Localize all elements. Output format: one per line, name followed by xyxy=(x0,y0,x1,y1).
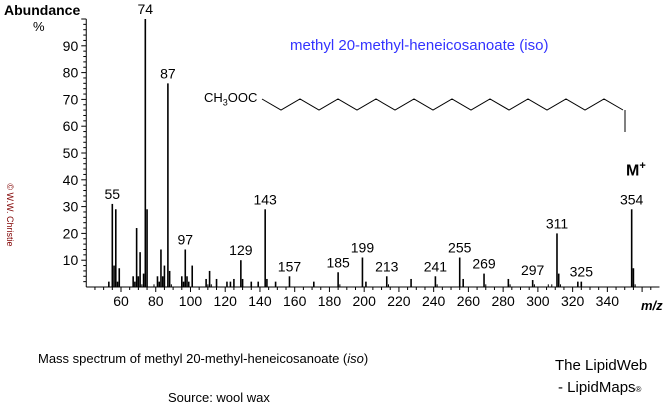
copyright-text: © W.W. Christie xyxy=(5,183,15,247)
x-tick-label: 300 xyxy=(526,293,550,309)
peak-label-143: 143 xyxy=(253,191,277,207)
peak-label-213: 213 xyxy=(375,258,399,274)
y-tick-label: 60 xyxy=(63,118,79,134)
brand-line-1: The LipidWeb xyxy=(555,357,648,374)
x-tick-label: 180 xyxy=(318,293,342,309)
y-tick-label: 80 xyxy=(63,65,79,81)
x-tick-label: 140 xyxy=(248,293,272,309)
structure-label-prefix: CH xyxy=(204,90,223,105)
x-tick-label: 240 xyxy=(422,293,446,309)
molecular-ion-m: M xyxy=(626,162,640,180)
x-tick-label: 280 xyxy=(491,293,515,309)
x-tick-label: 320 xyxy=(561,293,585,309)
caption-main: Mass spectrum of methyl 20-methyl-heneic… xyxy=(38,351,348,366)
peak-label-325: 325 xyxy=(570,264,594,280)
x-tick-label: 260 xyxy=(457,293,481,309)
peak-label-297: 297 xyxy=(521,262,545,278)
structure-label: CH3OOC xyxy=(204,90,257,108)
peak-label-185: 185 xyxy=(326,254,350,270)
molecular-ion-charge: + xyxy=(639,160,646,172)
peak-label-241: 241 xyxy=(424,258,448,274)
brand-line-2: - LipidMaps® xyxy=(558,379,641,396)
peak-label-269: 269 xyxy=(472,256,496,272)
y-tick-label: 30 xyxy=(63,199,79,215)
y-tick-label: 40 xyxy=(63,172,79,188)
structure-chain xyxy=(261,98,624,111)
y-tick-label: 10 xyxy=(63,252,79,268)
brand-registered: ® xyxy=(635,385,642,394)
x-tick-label: 60 xyxy=(113,293,129,309)
y-tick-label: 70 xyxy=(63,91,79,107)
caption: Mass spectrum of methyl 20-methyl-heneic… xyxy=(38,351,368,366)
x-tick-label: 120 xyxy=(214,293,238,309)
x-axis-label: m/z xyxy=(641,298,663,313)
caption-end: ) xyxy=(363,351,369,366)
peak-label-157: 157 xyxy=(278,258,302,274)
peak-label-255: 255 xyxy=(448,240,472,256)
peak-label-74: 74 xyxy=(138,1,154,17)
peak-label-87: 87 xyxy=(160,65,176,81)
structure-label-suffix: OOC xyxy=(227,90,258,105)
peak-label-129: 129 xyxy=(229,242,253,258)
y-tick-label: 20 xyxy=(63,225,79,241)
y-axis-label: Abundance xyxy=(4,2,81,18)
brand-lipidmaps: - LipidMaps xyxy=(558,379,636,396)
source-text: Source: wool wax xyxy=(168,390,270,405)
y-axis-unit: % xyxy=(33,19,45,34)
x-tick-label: 220 xyxy=(387,293,411,309)
y-tick-label: 50 xyxy=(63,145,79,161)
x-tick-label: 160 xyxy=(283,293,307,309)
peak-label-97: 97 xyxy=(177,231,193,247)
y-tick-label: 90 xyxy=(63,38,79,54)
x-tick-label: 200 xyxy=(353,293,377,309)
peak-label-354: 354 xyxy=(620,191,644,207)
peak-label-199: 199 xyxy=(351,240,375,256)
peak-label-311: 311 xyxy=(546,215,569,231)
molecular-ion-label: M+ xyxy=(626,160,646,180)
chart-title: methyl 20-methyl-heneicosanoate (iso) xyxy=(290,37,549,54)
x-tick-label: 100 xyxy=(179,293,203,309)
x-tick-label: 340 xyxy=(596,293,620,309)
peak-label-55: 55 xyxy=(105,186,121,202)
x-tick-label: 80 xyxy=(148,293,164,309)
caption-iso: iso xyxy=(347,351,364,366)
structure-label-sub: 3 xyxy=(222,97,228,108)
